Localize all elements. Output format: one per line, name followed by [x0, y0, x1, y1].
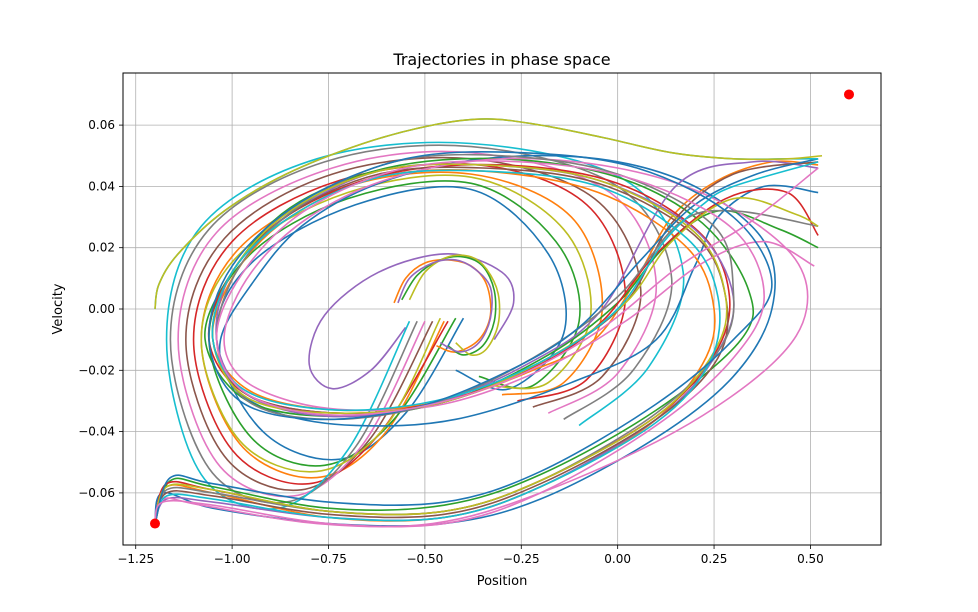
trajectory-line-27	[408, 254, 501, 357]
trajectory-line-24	[154, 118, 823, 310]
y-tick-label: 0.00	[88, 302, 115, 316]
trajectory-line-26	[401, 255, 497, 356]
x-tick-label: −0.50	[406, 552, 443, 566]
endpoint-marker-1	[150, 518, 161, 529]
trajectory-line-17	[154, 157, 815, 528]
x-tick-label: −1.25	[117, 552, 154, 566]
x-axis-label: Position	[477, 574, 528, 589]
y-tick-label: −0.04	[78, 425, 115, 439]
y-tick-label: 0.02	[88, 241, 115, 255]
trajectory-line-25	[393, 258, 492, 353]
trajectory-line-20	[154, 161, 819, 524]
grid	[123, 73, 881, 545]
trajectory-line-22	[154, 160, 819, 528]
trajectory-line-18	[154, 153, 819, 524]
trajectory-line-6	[185, 156, 642, 492]
trajectory-line-5	[308, 253, 515, 390]
trajectory-line-21	[154, 150, 819, 524]
y-tick-label: −0.02	[78, 363, 115, 377]
x-tick-label: −1.00	[214, 552, 251, 566]
chart-title: Trajectories in phase space	[392, 50, 610, 69]
trajectory-line-8	[169, 144, 673, 504]
y-axis-label: Velocity	[51, 283, 66, 334]
trajectory-line-13	[154, 157, 819, 524]
x-tick-label: 0.50	[797, 552, 824, 566]
x-tick-label: 0.00	[604, 552, 631, 566]
trajectory-line-3	[208, 180, 581, 467]
y-tick-label: 0.06	[88, 118, 115, 132]
endpoint-marker-2	[843, 89, 854, 100]
y-axis-ticks: −0.06 −0.04 −0.02 0.00 0.02 0.04 0.06	[78, 118, 123, 500]
x-tick-label: −0.25	[503, 552, 540, 566]
endpoint-markers	[150, 89, 854, 529]
trajectory-line-28	[397, 258, 493, 353]
trajectory-lines	[154, 118, 823, 528]
x-tick-label: 0.25	[701, 552, 728, 566]
x-axis-ticks: −1.25 −1.00 −0.75 −0.50 −0.25 0.00 0.25 0.50	[117, 545, 824, 566]
y-tick-label: −0.06	[78, 486, 115, 500]
trajectory-line-4	[192, 162, 627, 485]
y-tick-label: 0.04	[88, 179, 115, 193]
x-tick-label: −0.75	[310, 552, 347, 566]
